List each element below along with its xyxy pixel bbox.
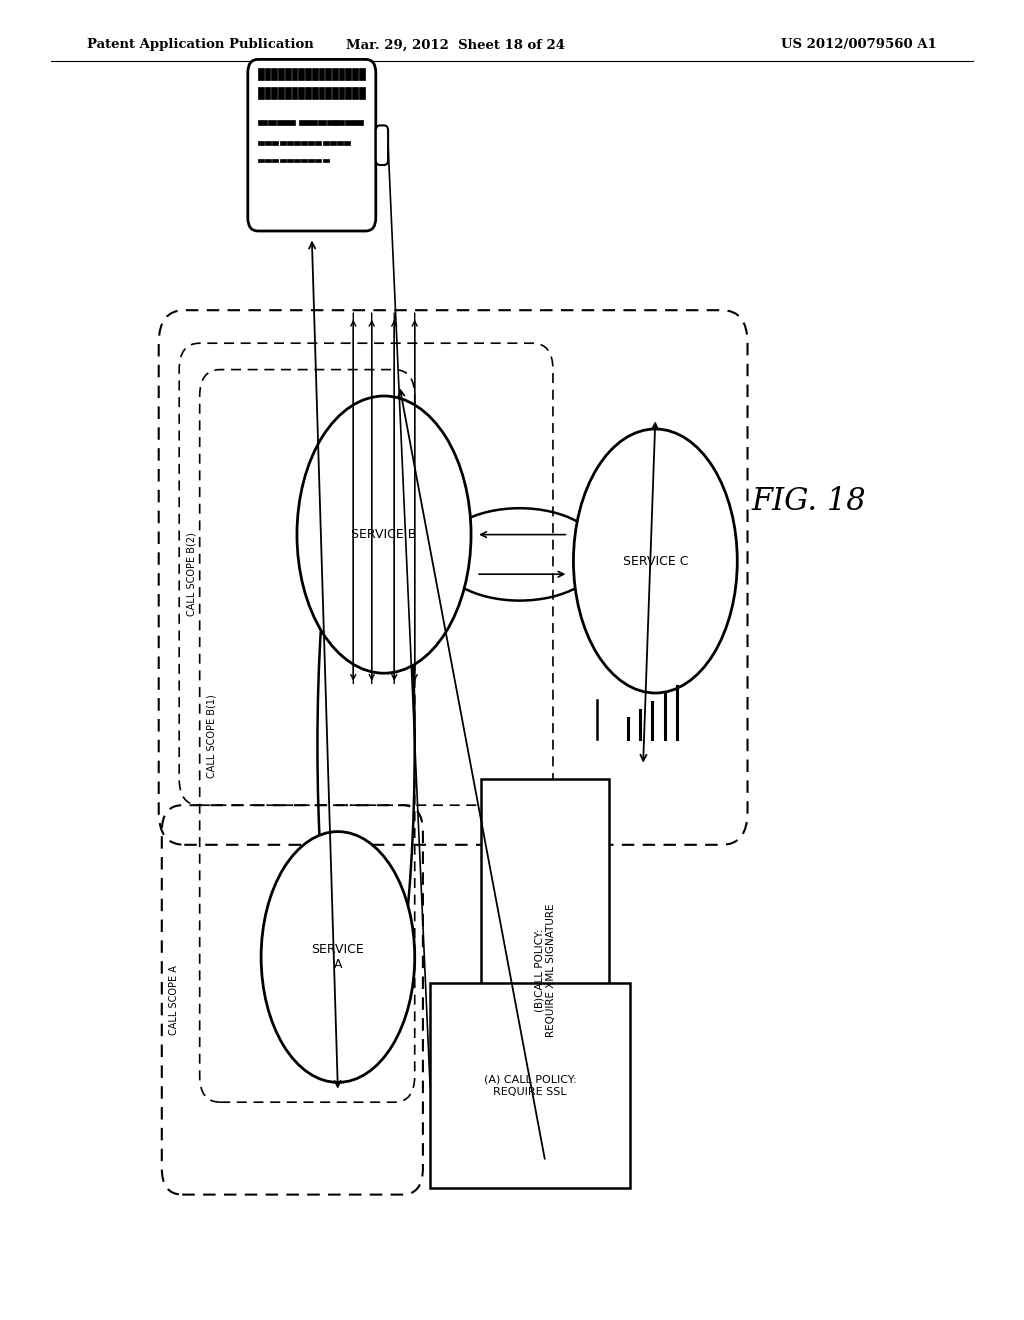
FancyBboxPatch shape: [345, 120, 353, 124]
FancyBboxPatch shape: [258, 158, 264, 162]
FancyBboxPatch shape: [305, 69, 311, 81]
FancyBboxPatch shape: [265, 141, 271, 145]
FancyBboxPatch shape: [258, 87, 264, 99]
FancyBboxPatch shape: [345, 87, 351, 99]
Text: (B)CALL POLICY:
REQUIRE XML SIGNATURE: (B)CALL POLICY: REQUIRE XML SIGNATURE: [535, 903, 556, 1038]
FancyBboxPatch shape: [352, 69, 357, 81]
FancyBboxPatch shape: [430, 983, 630, 1188]
FancyBboxPatch shape: [358, 69, 365, 81]
FancyBboxPatch shape: [337, 141, 343, 145]
FancyBboxPatch shape: [301, 158, 307, 162]
FancyBboxPatch shape: [292, 69, 297, 81]
Text: US 2012/0079560 A1: US 2012/0079560 A1: [781, 38, 937, 51]
FancyBboxPatch shape: [285, 69, 291, 81]
FancyBboxPatch shape: [279, 69, 284, 81]
Text: (A) CALL POLICY:
REQUIRE SSL: (A) CALL POLICY: REQUIRE SSL: [483, 1074, 577, 1097]
FancyBboxPatch shape: [317, 120, 327, 124]
FancyBboxPatch shape: [339, 69, 344, 81]
FancyBboxPatch shape: [328, 120, 336, 124]
FancyBboxPatch shape: [294, 141, 300, 145]
FancyBboxPatch shape: [344, 141, 350, 145]
FancyBboxPatch shape: [308, 158, 314, 162]
FancyBboxPatch shape: [287, 120, 295, 124]
FancyBboxPatch shape: [330, 141, 336, 145]
Text: CALL SCOPE B(2): CALL SCOPE B(2): [186, 532, 197, 616]
Text: FIG. 18: FIG. 18: [752, 486, 866, 517]
FancyBboxPatch shape: [285, 87, 291, 99]
Text: SERVICE
A: SERVICE A: [311, 942, 365, 972]
FancyBboxPatch shape: [280, 158, 286, 162]
FancyBboxPatch shape: [308, 141, 314, 145]
FancyBboxPatch shape: [280, 141, 286, 145]
FancyBboxPatch shape: [318, 69, 325, 81]
FancyBboxPatch shape: [305, 87, 311, 99]
FancyBboxPatch shape: [336, 120, 344, 124]
FancyBboxPatch shape: [481, 779, 609, 1162]
Ellipse shape: [297, 396, 471, 673]
FancyBboxPatch shape: [258, 120, 266, 124]
Text: CALL SCOPE B(1): CALL SCOPE B(1): [207, 694, 217, 777]
FancyBboxPatch shape: [323, 158, 329, 162]
FancyBboxPatch shape: [311, 69, 317, 81]
FancyBboxPatch shape: [267, 120, 276, 124]
FancyBboxPatch shape: [352, 87, 357, 99]
FancyBboxPatch shape: [345, 69, 351, 81]
FancyBboxPatch shape: [308, 120, 317, 124]
FancyBboxPatch shape: [301, 141, 307, 145]
Ellipse shape: [261, 832, 415, 1082]
FancyBboxPatch shape: [339, 87, 344, 99]
FancyBboxPatch shape: [287, 141, 293, 145]
FancyBboxPatch shape: [332, 69, 338, 81]
FancyBboxPatch shape: [358, 87, 365, 99]
FancyBboxPatch shape: [258, 69, 264, 81]
FancyBboxPatch shape: [326, 87, 331, 99]
FancyBboxPatch shape: [265, 158, 271, 162]
FancyBboxPatch shape: [265, 69, 270, 81]
FancyBboxPatch shape: [265, 87, 270, 99]
FancyBboxPatch shape: [326, 69, 331, 81]
Text: SERVICE C: SERVICE C: [623, 554, 688, 568]
FancyBboxPatch shape: [376, 125, 388, 165]
FancyBboxPatch shape: [318, 87, 325, 99]
FancyBboxPatch shape: [272, 141, 279, 145]
FancyBboxPatch shape: [298, 87, 304, 99]
FancyBboxPatch shape: [287, 158, 293, 162]
FancyBboxPatch shape: [248, 59, 376, 231]
Text: Patent Application Publication: Patent Application Publication: [87, 38, 313, 51]
FancyBboxPatch shape: [279, 87, 284, 99]
Text: CALL SCOPE A: CALL SCOPE A: [169, 965, 179, 1035]
Ellipse shape: [573, 429, 737, 693]
FancyBboxPatch shape: [354, 120, 362, 124]
FancyBboxPatch shape: [298, 69, 304, 81]
FancyBboxPatch shape: [258, 141, 264, 145]
FancyBboxPatch shape: [276, 120, 286, 124]
FancyBboxPatch shape: [271, 69, 278, 81]
FancyBboxPatch shape: [323, 141, 329, 145]
FancyBboxPatch shape: [272, 158, 279, 162]
FancyBboxPatch shape: [315, 158, 322, 162]
Text: Mar. 29, 2012  Sheet 18 of 24: Mar. 29, 2012 Sheet 18 of 24: [346, 38, 565, 51]
FancyBboxPatch shape: [311, 87, 317, 99]
FancyBboxPatch shape: [315, 141, 322, 145]
Text: SERVICE B: SERVICE B: [351, 528, 417, 541]
FancyBboxPatch shape: [294, 158, 300, 162]
FancyBboxPatch shape: [271, 87, 278, 99]
FancyBboxPatch shape: [292, 87, 297, 99]
FancyBboxPatch shape: [332, 87, 338, 99]
FancyBboxPatch shape: [299, 120, 307, 124]
